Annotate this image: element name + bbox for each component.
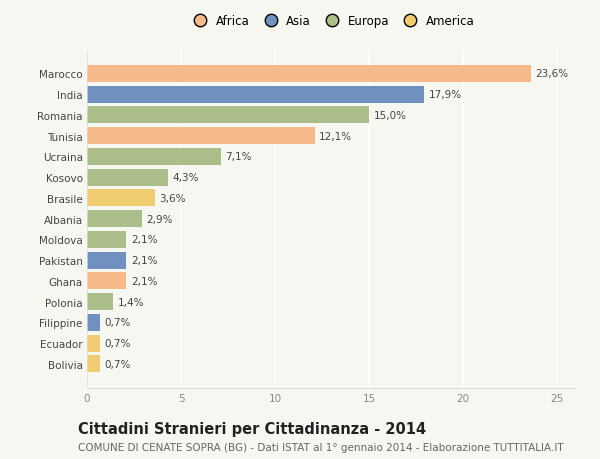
Text: 1,4%: 1,4%: [118, 297, 145, 307]
Bar: [87, 149, 221, 166]
Bar: [87, 293, 113, 310]
Text: 0,7%: 0,7%: [105, 338, 131, 348]
Text: 0,7%: 0,7%: [105, 359, 131, 369]
Text: 23,6%: 23,6%: [536, 69, 569, 79]
Bar: [87, 252, 127, 269]
Bar: [87, 211, 142, 228]
Bar: [87, 190, 155, 207]
Text: 2,9%: 2,9%: [146, 214, 173, 224]
Text: 12,1%: 12,1%: [319, 131, 352, 141]
Legend: Africa, Asia, Europa, America: Africa, Asia, Europa, America: [186, 12, 477, 30]
Bar: [87, 169, 168, 186]
Text: COMUNE DI CENATE SOPRA (BG) - Dati ISTAT al 1° gennaio 2014 - Elaborazione TUTTI: COMUNE DI CENATE SOPRA (BG) - Dati ISTAT…: [78, 442, 563, 452]
Text: 15,0%: 15,0%: [374, 111, 407, 121]
Text: 2,1%: 2,1%: [131, 256, 158, 266]
Text: 3,6%: 3,6%: [160, 194, 186, 203]
Bar: [87, 107, 369, 124]
Text: 0,7%: 0,7%: [105, 318, 131, 328]
Bar: [87, 314, 100, 331]
Bar: [87, 356, 100, 373]
Bar: [87, 231, 127, 248]
Bar: [87, 86, 424, 103]
Bar: [87, 66, 531, 83]
Text: 2,1%: 2,1%: [131, 276, 158, 286]
Text: 4,3%: 4,3%: [173, 173, 199, 183]
Bar: [87, 273, 127, 290]
Text: 2,1%: 2,1%: [131, 235, 158, 245]
Text: Cittadini Stranieri per Cittadinanza - 2014: Cittadini Stranieri per Cittadinanza - 2…: [78, 421, 426, 436]
Text: 17,9%: 17,9%: [428, 90, 461, 100]
Bar: [87, 128, 314, 145]
Bar: [87, 335, 100, 352]
Text: 7,1%: 7,1%: [225, 152, 252, 162]
